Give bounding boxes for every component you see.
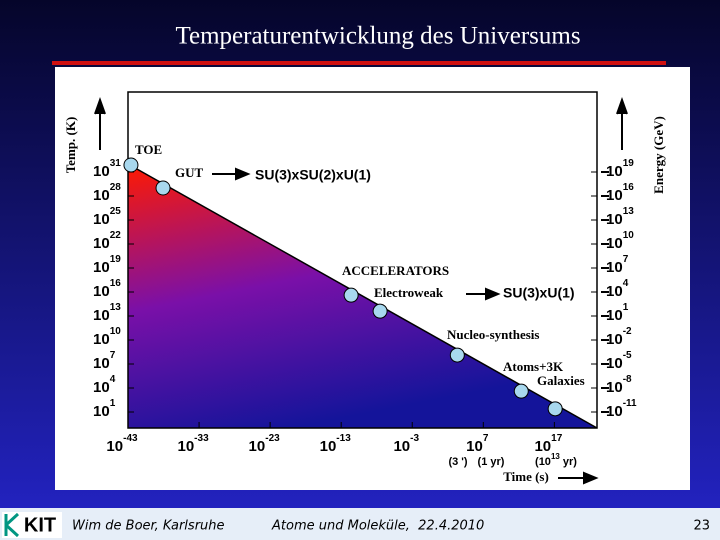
y-tick-label: 1028 [93, 182, 121, 204]
y2-tick-label: 1010 [606, 230, 634, 252]
y-tick-label: 1013 [93, 302, 121, 324]
y2-axis-label: Energy (GeV) [651, 116, 666, 194]
x-tick-label: 10-3 [393, 433, 419, 455]
time-note: (3 ') [448, 456, 467, 468]
x-tick-label: 10-13 [320, 433, 352, 455]
annotation: SU(3)xU(1) [503, 285, 575, 301]
y2-tick-label: 101 [606, 302, 629, 324]
y2-tick-label: 10-2 [606, 326, 632, 348]
annotation: SU(3)xSU(2)xU(1) [255, 167, 371, 183]
y2-tick-label: 1019 [606, 158, 634, 180]
annotation: Electroweak [374, 285, 444, 300]
y2-tick-label: 1013 [606, 206, 634, 228]
y2-tick-label: 10-11 [606, 398, 637, 420]
y-axis-label: Temp. (K) [63, 117, 78, 174]
y-arrow [94, 97, 106, 150]
annotation-arrow [212, 167, 251, 181]
x-tick-label: 10-23 [249, 433, 281, 455]
annotation: TOE [135, 142, 162, 157]
annotation: Atoms+3K [503, 359, 564, 374]
title-rule [52, 61, 666, 65]
time-note: (1013 yr) [535, 452, 577, 468]
y-tick-label: 1022 [93, 230, 121, 252]
annotation-arrow [466, 287, 501, 301]
page-number: 23 [693, 519, 710, 534]
y-tick-label: 1025 [93, 206, 121, 228]
annotation: GUT [175, 165, 204, 180]
footer-author: Wim de Boer, Karlsruhe [72, 519, 225, 534]
marker [343, 287, 359, 303]
y-tick-label: 1016 [93, 278, 121, 300]
marker [547, 401, 563, 417]
line [127, 163, 598, 429]
marker [513, 383, 529, 399]
annotation: ACCELERATORS [342, 263, 449, 278]
logo-box [2, 512, 62, 538]
logo-icon [4, 512, 20, 538]
annotation: Nucleo-synthesis [447, 327, 539, 342]
y-tick-label: 101 [93, 398, 116, 420]
y-tick-label: 104 [93, 374, 116, 396]
x-axis-label: Time (s) [503, 469, 549, 484]
footer-bar [0, 508, 720, 540]
time-note: (1 yr) [478, 456, 505, 468]
y-tick-label: 1019 [93, 254, 121, 276]
y-tick-label: 1010 [93, 326, 121, 348]
x-tick-label: 1017 [534, 433, 562, 455]
y2-arrow [616, 97, 628, 150]
slide-title: Temperaturentwicklung des Universums [175, 23, 580, 50]
y2-tick-label: 1016 [606, 182, 634, 204]
y-tick-label: 1031 [93, 158, 121, 180]
x-tick-label: 10-43 [106, 433, 138, 455]
marker [123, 157, 139, 173]
y2-tick-label: 104 [606, 278, 629, 300]
x-tick-label: 10-33 [177, 433, 209, 455]
plot-frame [127, 91, 598, 429]
y-tick-label: 107 [93, 350, 116, 372]
marker [372, 303, 388, 319]
marker [155, 180, 171, 196]
y2-tick-label: 10-8 [606, 374, 632, 396]
y2-tick-label: 107 [606, 254, 629, 276]
x-tick-label: 107 [466, 433, 489, 455]
footer-event: Atome und Moleküle, 22.4.2010 [271, 519, 484, 534]
y2-tick-label: 10-5 [606, 350, 632, 372]
marker [449, 347, 465, 363]
logo: KIT [24, 514, 56, 536]
annotation: Galaxies [537, 373, 585, 388]
x-arrow [558, 471, 599, 485]
